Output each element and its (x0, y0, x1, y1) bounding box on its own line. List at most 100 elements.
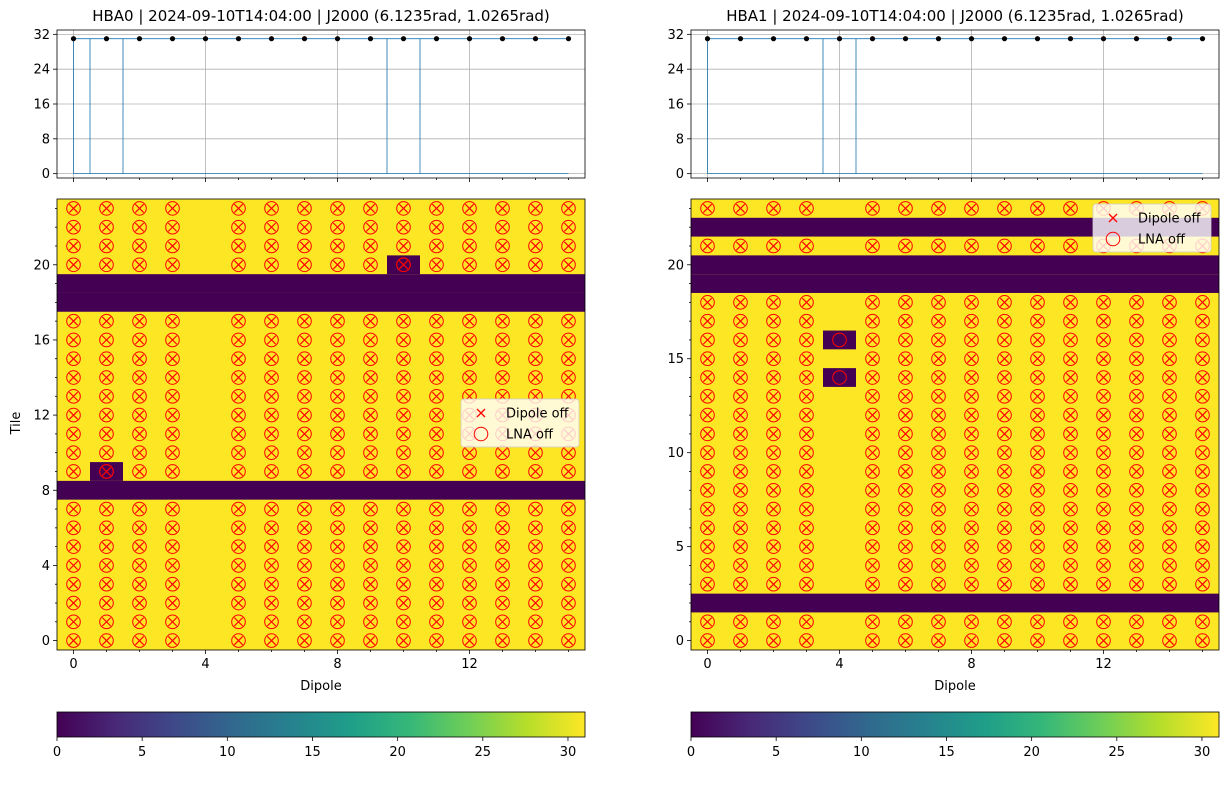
dipole-off-marker (365, 391, 376, 401)
dipole-off-marker (464, 579, 475, 589)
lna-off-marker (964, 389, 979, 404)
lna-off-marker (330, 407, 345, 423)
dipole-off-marker (332, 391, 343, 401)
dipole-off-marker (332, 617, 343, 627)
lna-off-marker (462, 558, 477, 573)
dipole-off-marker (101, 203, 112, 214)
dipole-off-marker (999, 579, 1010, 589)
dipole-off-marker (900, 579, 911, 589)
lna-off-marker (264, 501, 279, 517)
series-line (707, 38, 1203, 174)
dipole-off-marker (233, 617, 244, 627)
dipole-off-marker (233, 542, 244, 552)
lna-off-marker (264, 351, 279, 367)
lna-off-marker (931, 482, 946, 498)
lna-off-marker (99, 389, 114, 404)
lna-off-marker (931, 464, 946, 479)
lna-off-marker (1129, 426, 1144, 442)
dipole-off-marker (867, 579, 878, 589)
lna-off-marker (297, 238, 312, 254)
dipole-off-marker (563, 448, 574, 458)
dipole-off-marker (999, 560, 1010, 571)
dipole-off-marker (1197, 635, 1208, 646)
dipole-off-marker (398, 410, 409, 420)
dipole-off-marker (966, 579, 977, 589)
lna-off-marker (733, 445, 748, 460)
dipole-off-marker (266, 391, 277, 401)
dipole-off-marker (398, 542, 409, 552)
lna-off-marker (865, 351, 880, 367)
dipole-off-marker (134, 335, 145, 345)
dipole-off-marker (233, 372, 244, 383)
lna-off-marker (231, 332, 246, 348)
lna-off-marker (99, 558, 114, 573)
lna-off-marker (462, 595, 477, 611)
dipole-off-marker (563, 542, 574, 552)
dipole-off-marker (332, 598, 343, 608)
lna-off-marker (561, 313, 576, 329)
dipole-off-marker (464, 372, 475, 383)
dipole-off-marker (1164, 429, 1175, 439)
dipole-off-marker (1065, 448, 1076, 458)
lna-off-marker (1030, 389, 1045, 404)
data-point (103, 36, 110, 42)
lna-off-marker (330, 238, 345, 254)
lna-off-marker (363, 614, 378, 630)
dipole-off-marker (999, 485, 1010, 495)
lna-off-marker (1162, 445, 1177, 460)
lna-off-marker (165, 219, 180, 235)
dipole-off-marker (365, 429, 376, 439)
dipole-off-marker (464, 335, 475, 345)
dipole-off-marker (768, 579, 779, 589)
lna-off-marker (799, 389, 814, 404)
lna-off-marker (1030, 407, 1045, 423)
dipole-off-marker (365, 372, 376, 383)
lna-off-marker (132, 445, 147, 460)
lna-off-marker (363, 558, 378, 573)
lna-off-marker (865, 539, 880, 554)
lna-off-marker (931, 313, 946, 329)
lna-off-marker (528, 464, 543, 479)
lna-off-marker (495, 520, 510, 536)
lna-off-marker (396, 238, 411, 254)
lna-off-marker (1063, 576, 1078, 592)
lna-off-marker (561, 614, 576, 630)
dipole-off-marker (365, 203, 376, 214)
dipole-off-marker (1032, 297, 1043, 307)
dipole-off-marker (398, 560, 409, 571)
lna-off-marker (865, 482, 880, 498)
dipole-off-marker (101, 372, 112, 383)
dipole-off-marker (530, 523, 541, 533)
dipole-off-marker (933, 560, 944, 571)
dipole-off-marker (867, 241, 878, 251)
dipole-off-marker (68, 560, 79, 571)
dipole-off-marker (702, 466, 713, 477)
dipole-off-marker (1131, 542, 1142, 552)
lna-off-marker (1096, 520, 1111, 536)
dipole-off-marker (398, 260, 409, 270)
lna-off-marker (865, 201, 880, 216)
dipole-off-marker (431, 410, 442, 420)
lna-off-marker (363, 219, 378, 235)
dipole-off-marker (999, 448, 1010, 458)
dipole-off-marker (530, 222, 541, 232)
lna-off-marker (66, 464, 81, 479)
colorbar-tick-label: 5 (772, 745, 780, 760)
dipole-off-marker (563, 504, 574, 514)
dipole-off-marker (431, 504, 442, 514)
lna-off-marker (66, 201, 81, 216)
dipole-off-marker (233, 448, 244, 458)
lna-off-marker (495, 595, 510, 611)
lna-off-marker (766, 201, 781, 216)
lna-off-marker (766, 370, 781, 385)
dipole-off-marker (464, 260, 475, 270)
dipole-off-marker (332, 222, 343, 232)
dipole-off-marker (563, 617, 574, 627)
dipole-off-marker (702, 635, 713, 646)
lna-off-marker (165, 576, 180, 592)
dipole-off-marker (464, 598, 475, 608)
lna-off-marker (231, 389, 246, 404)
lna-off-marker (997, 407, 1012, 423)
dipole-off-marker (233, 335, 244, 345)
y-tick-label: 24 (667, 63, 684, 78)
